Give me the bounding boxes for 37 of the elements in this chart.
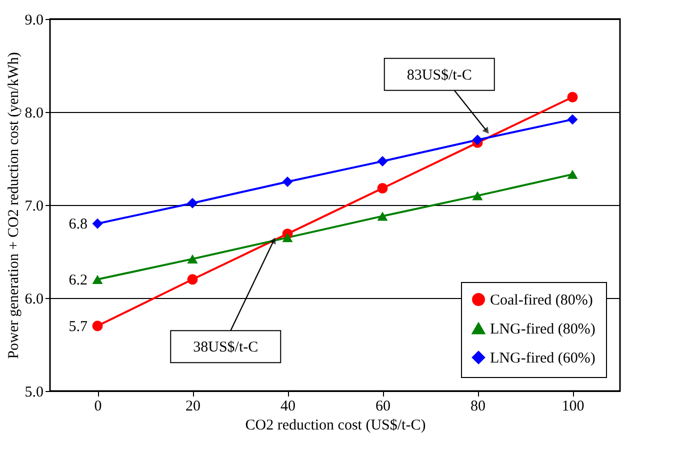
- point: [377, 212, 388, 221]
- x-tick-label: 20: [186, 398, 200, 414]
- point: [187, 254, 198, 264]
- y-tick-label: 9.0: [24, 12, 44, 28]
- point: [567, 114, 578, 125]
- data-label: 6.8: [68, 216, 88, 233]
- x-tick-label: 40: [280, 398, 296, 414]
- point: [472, 134, 483, 146]
- point: [567, 170, 578, 179]
- y-tick-label: 6.0: [24, 292, 44, 308]
- point: [187, 274, 198, 285]
- x-axis-title: CO2 reduction cost (US$/t-C): [245, 418, 426, 434]
- point: [377, 156, 388, 167]
- point: [282, 233, 293, 242]
- annotation: 38US$/t-C: [193, 340, 258, 356]
- x-tick-label: 100: [562, 398, 584, 414]
- y-tick-label: 7.0: [24, 198, 44, 214]
- x-tick-label: 60: [376, 398, 390, 414]
- y-tick-label: 8.0: [24, 106, 44, 122]
- point: [92, 218, 103, 229]
- point: [92, 320, 103, 332]
- point: [282, 176, 293, 187]
- point: [377, 183, 388, 194]
- legend-label: LNG-fired (60%): [490, 350, 596, 366]
- data-label: 6.2: [68, 272, 88, 288]
- legend-label: LNG-fired (80%): [490, 322, 596, 338]
- point: [567, 92, 578, 102]
- point: [187, 198, 198, 208]
- y-axis-title: Power generation + CO2 reduction cost (yen/kWh): [6, 52, 22, 359]
- x-tick-label: 80: [470, 398, 486, 414]
- data-label: 5.7: [68, 318, 88, 335]
- y-tick-label: 5.0: [24, 384, 44, 400]
- x-tick-label: 0: [94, 398, 102, 414]
- point: [472, 191, 483, 200]
- annotation: 83US$/t-C: [406, 67, 472, 84]
- point: [92, 274, 103, 284]
- legend-label: Coal-fired (80%): [490, 292, 593, 308]
